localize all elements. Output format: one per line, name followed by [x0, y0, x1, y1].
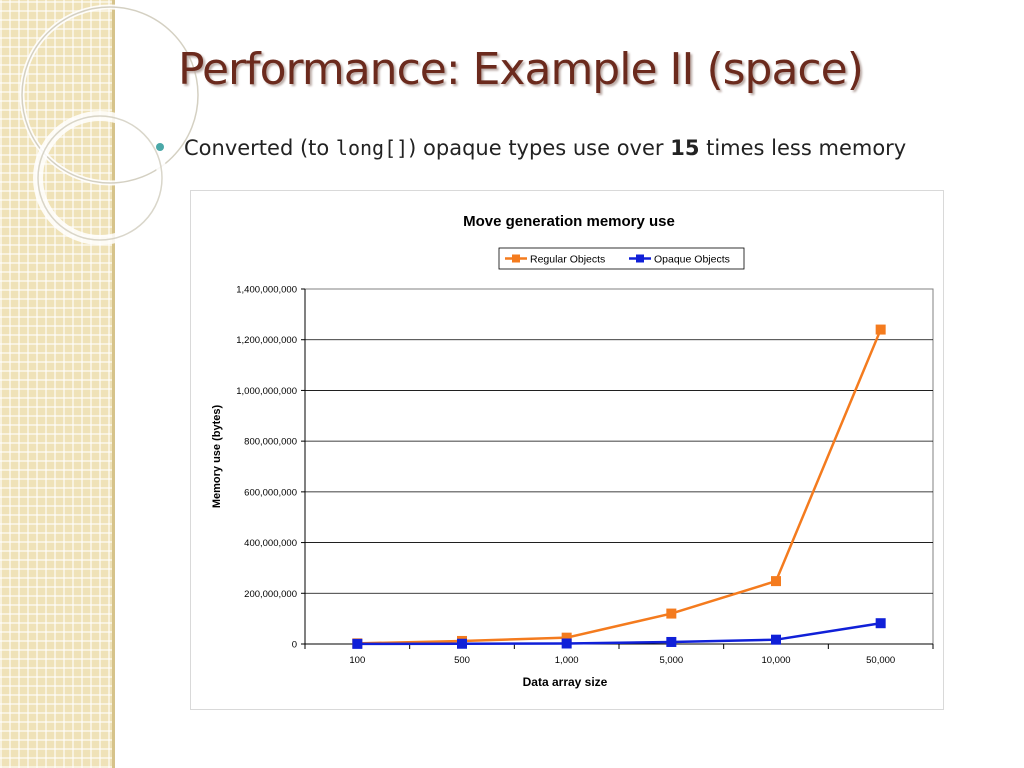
data-point-opaque [561, 638, 572, 649]
y-tick-label: 200,000,000 [244, 589, 297, 600]
data-point-opaque [352, 638, 363, 649]
y-tick-label: 400,000,000 [244, 538, 297, 549]
y-tick-label: 1,200,000,000 [236, 335, 297, 346]
legend [498, 247, 745, 270]
legend-label-regular: Regular Objects [530, 254, 605, 266]
bullet-text-middle: ) opaque types use over [408, 136, 671, 160]
x-tick-label: 100 [349, 655, 365, 666]
data-point-opaque [771, 634, 781, 645]
legend-marker-opaque [636, 254, 644, 263]
bullet-dot-icon [156, 143, 164, 151]
data-point-opaque [457, 638, 467, 649]
bullet-bold-number: 15 [670, 136, 700, 160]
slide-title: Performance: Example II (space) [178, 44, 864, 95]
chart-title: Move generation memory use [463, 213, 675, 230]
series-line-opaque [357, 621, 881, 646]
plot-area [304, 288, 934, 645]
bullet-code: long[] [335, 136, 409, 160]
data-point-regular [666, 608, 677, 619]
x-tick-label: 10,000 [761, 655, 790, 666]
chart-container: Move generation memory use 0 200,000,000 40… [190, 190, 944, 710]
y-tick-label: 800,000,000 [244, 437, 297, 448]
x-tick-label: 50,000 [866, 655, 895, 666]
x-axis-label: Data array size [523, 675, 608, 689]
data-point-regular [771, 576, 781, 587]
y-axis-label: Memory use (bytes) [211, 405, 223, 509]
x-tick-label: 1,000 [555, 655, 579, 666]
decorative-rings [19, 4, 201, 245]
legend-label-opaque: Opaque Objects [654, 254, 730, 266]
data-point-opaque [666, 636, 677, 647]
bullet-text-end: times less memory [699, 136, 907, 160]
data-point-regular [561, 632, 572, 643]
y-tick-label: 1,400,000,000 [236, 285, 297, 296]
line-chart: Move generation memory use 0 200,000,000 40… [211, 213, 934, 689]
series-line-regular [357, 329, 882, 645]
x-tick-label: 500 [454, 655, 470, 666]
bullet-text-start: Converted (to [184, 136, 336, 160]
data-point-opaque [875, 618, 886, 629]
legend-marker-regular [512, 254, 520, 263]
y-tick-label: 0 [292, 640, 297, 651]
y-tick-label: 1,000,000,000 [236, 386, 297, 397]
data-point-regular [875, 324, 886, 335]
x-tick-label: 5,000 [659, 655, 683, 666]
bullet-point: Converted (to long[]) opaque types use o… [156, 136, 976, 160]
y-tick-label: 600,000,000 [244, 487, 297, 498]
